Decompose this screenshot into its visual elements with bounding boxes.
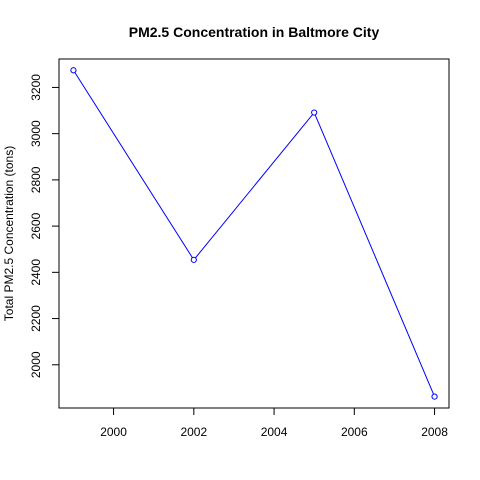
data-point bbox=[312, 110, 317, 115]
y-tick-label: 2400 bbox=[29, 259, 43, 286]
series-layer bbox=[71, 68, 437, 400]
x-tick-label: 2008 bbox=[421, 425, 448, 439]
chart-title: PM2.5 Concentration in Baltmore City bbox=[129, 24, 380, 40]
y-tick-label: 2200 bbox=[29, 305, 43, 332]
x-tick-label: 2000 bbox=[100, 425, 127, 439]
data-point bbox=[71, 68, 76, 73]
data-point bbox=[432, 394, 437, 399]
data-point bbox=[191, 257, 196, 262]
y-axis-label: Total PM2.5 Concentration (tons) bbox=[2, 146, 16, 321]
y-tick-label: 2800 bbox=[29, 166, 43, 193]
x-tick-label: 2004 bbox=[261, 425, 288, 439]
x-tick-label: 2006 bbox=[341, 425, 368, 439]
x-axis: 2000 2002 2004 2006 2008 bbox=[100, 408, 448, 439]
y-tick-label: 2000 bbox=[29, 351, 43, 378]
y-tick-label: 2600 bbox=[29, 212, 43, 239]
plot-frame bbox=[59, 59, 449, 408]
series-line bbox=[73, 70, 434, 396]
y-tick-label: 3200 bbox=[29, 74, 43, 101]
y-axis: 2000 2200 2400 2600 2800 3000 3200 bbox=[29, 74, 59, 378]
x-tick-label: 2002 bbox=[180, 425, 207, 439]
y-tick-label: 3000 bbox=[29, 120, 43, 147]
